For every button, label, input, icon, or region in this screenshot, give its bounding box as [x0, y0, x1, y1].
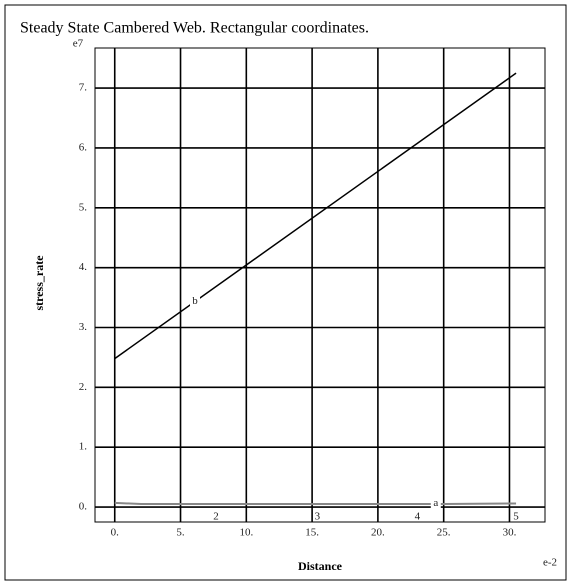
x-tick-label: 0.: [111, 527, 120, 539]
x-tick-label: 20.: [371, 527, 385, 539]
x-tick-label: 10.: [239, 527, 253, 539]
y-axis-label: stress_rate: [32, 255, 46, 311]
series-label-bg: [430, 496, 441, 510]
y-tick-label: 0.: [79, 501, 88, 513]
y-tick-label: 6.: [79, 141, 88, 153]
series-label-bg: [190, 294, 200, 308]
plot-box: [94, 47, 546, 523]
frame: [4, 4, 567, 581]
chart-title: Steady State Cambered Web. Rectangular c…: [20, 20, 369, 37]
curve-label: 3: [315, 511, 321, 523]
y-multiplier: e7: [73, 38, 84, 50]
y-tick-label: 7.: [79, 82, 88, 94]
line: [114, 72, 517, 360]
x-tick-label: 5.: [176, 527, 185, 539]
curve-label: 5: [513, 511, 519, 523]
x-tick-label: 15.: [305, 527, 319, 539]
line: [114, 501, 517, 506]
y-tick-label: 4.: [79, 261, 88, 273]
y-tick-label: 2.: [79, 381, 88, 393]
y-tick-label: 3.: [79, 321, 88, 333]
y-tick-label: 1.: [79, 441, 88, 453]
series-label: a: [433, 497, 438, 509]
series-label: b: [192, 295, 198, 307]
x-tick-label: 25.: [437, 527, 451, 539]
curve-label: 4: [415, 511, 421, 523]
x-tick-label: 30.: [503, 527, 517, 539]
curve-label: 2: [213, 511, 219, 523]
x-multiplier: e-2: [543, 557, 557, 569]
x-axis-label: Distance: [298, 559, 343, 573]
y-tick-label: 5.: [79, 201, 88, 213]
